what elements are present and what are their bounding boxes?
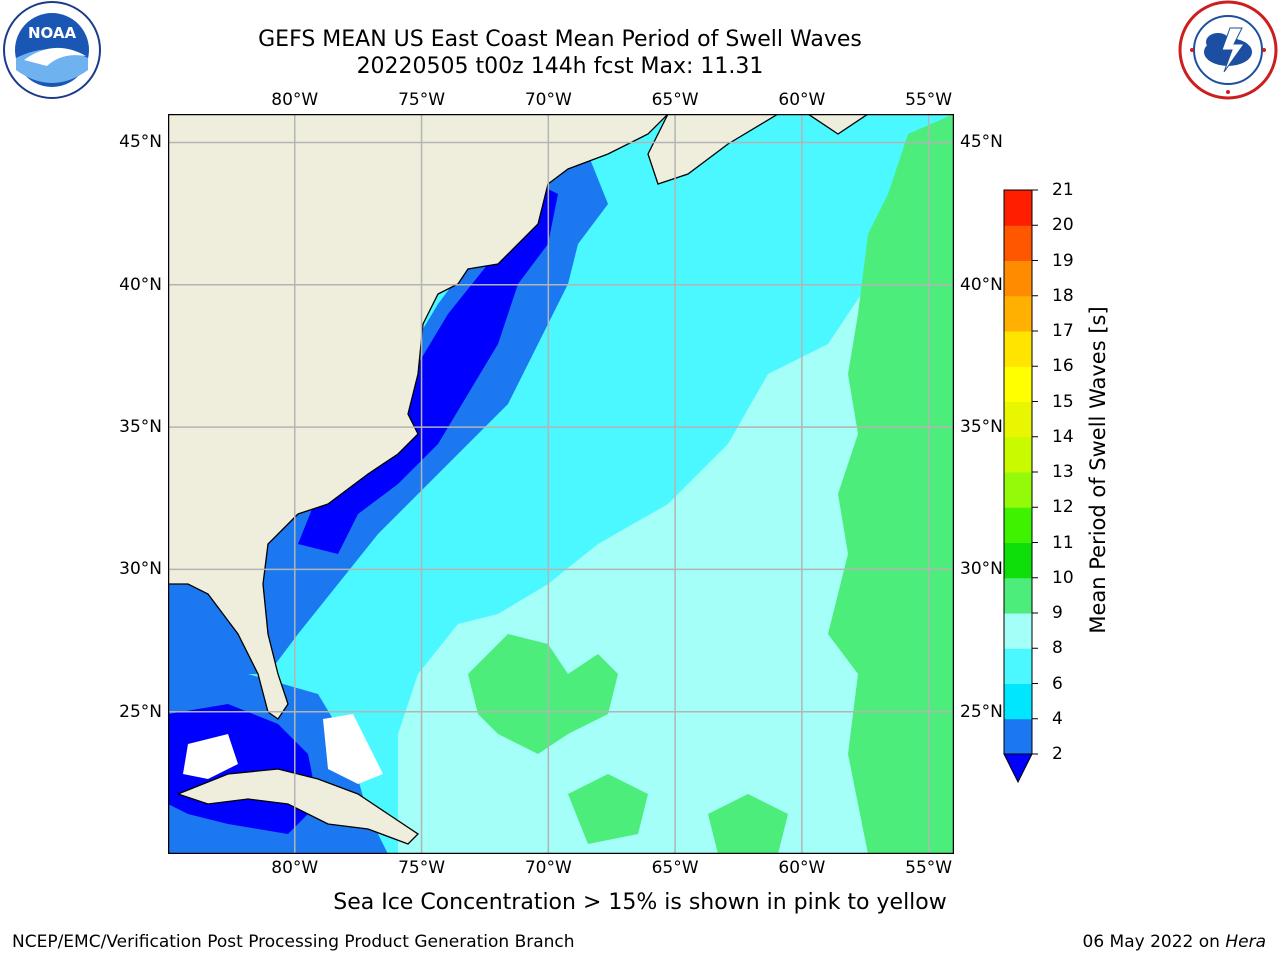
colorbar-tick-label: 13 — [1052, 462, 1074, 482]
colorbar-tick-label: 20 — [1052, 215, 1074, 236]
period-9-10-patch — [708, 794, 788, 854]
no-data-patch — [183, 734, 238, 779]
colorbar-segment — [1004, 401, 1032, 438]
newfoundland-landmass — [806, 114, 870, 135]
swell-period-map — [168, 114, 954, 854]
longitude-label: 75°W — [398, 858, 446, 878]
longitude-label: 60°W — [778, 858, 826, 878]
map-frame — [168, 114, 954, 854]
colorbar-tick-label: 19 — [1052, 250, 1074, 271]
longitude-label: 80°W — [271, 858, 319, 878]
longitude-label: 80°W — [271, 90, 319, 110]
longitude-label: 55°W — [905, 90, 953, 110]
colorbar-segment — [1004, 472, 1032, 508]
colorbar-segment — [1004, 648, 1032, 684]
colorbar-tick-label: 11 — [1052, 532, 1074, 553]
colorbar-under-arrow — [1003, 753, 1033, 784]
cuba-landmass — [176, 768, 420, 845]
longitude-label: 65°W — [651, 858, 699, 878]
colorbar-segment — [1004, 260, 1032, 297]
colorbar-tick-label: 10 — [1052, 567, 1074, 588]
latitude-label: 40°N — [960, 274, 1003, 295]
map-title: GEFS MEAN US East Coast Mean Period of S… — [258, 27, 862, 52]
longitude-label: 75°W — [398, 90, 446, 110]
us-landmass — [168, 114, 669, 720]
colorbar-segment — [1004, 718, 1032, 755]
nova-scotia-landmass — [647, 114, 780, 185]
longitude-label: 70°W — [524, 858, 572, 878]
colorbar-segment — [1004, 225, 1032, 261]
footer-branch: NCEP/EMC/Verification Post Processing Pr… — [12, 932, 575, 952]
lat-lon-grid — [168, 114, 954, 854]
colorbar-segment — [1004, 295, 1032, 332]
colorbar-title: Mean Period of Swell Waves [s] — [1086, 306, 1110, 634]
latitude-label: 40°N — [119, 274, 162, 295]
longitude-label: 60°W — [778, 90, 826, 110]
colorbar-segment — [1004, 683, 1032, 720]
period-9-10-patch — [568, 774, 648, 844]
nws-logo — [1178, 0, 1278, 100]
footer-date: 06 May 2022 on Hera — [1082, 932, 1267, 952]
colorbar-segment — [1004, 366, 1032, 402]
colorbar-tick-label: 6 — [1052, 673, 1063, 694]
colorbar-tick-label: 12 — [1052, 497, 1074, 518]
colorbar-tick-label: 4 — [1052, 708, 1063, 729]
colorbar-tick-label: 9 — [1052, 603, 1063, 623]
colorbar-segment — [1004, 436, 1032, 473]
latitude-label: 45°N — [119, 132, 162, 153]
latitude-label: 35°N — [960, 417, 1003, 438]
colorbar-tick-label: 2 — [1052, 744, 1063, 764]
colorbar-tick-label: 17 — [1052, 321, 1074, 341]
colorbar — [1003, 189, 1038, 784]
latitude-label: 45°N — [960, 132, 1003, 153]
map-subtitle: 20220505 t00z 144h fcst Max: 11.31 — [356, 54, 764, 79]
period-9-10-patch — [468, 634, 618, 754]
colorbar-segment — [1004, 542, 1032, 579]
latitude-label: 35°N — [119, 417, 162, 438]
latitude-label: 30°N — [119, 559, 162, 580]
colorbar-segment — [1004, 190, 1032, 226]
latitude-label: 25°N — [119, 701, 162, 722]
colorbar-tick-label: 18 — [1052, 285, 1074, 306]
colorbar-tick-label: 14 — [1052, 426, 1074, 447]
colorbar-segment — [1004, 577, 1032, 614]
noaa-logo: NOAA — [3, 1, 101, 99]
longitude-label: 65°W — [651, 90, 699, 110]
latitude-label: 30°N — [960, 559, 1003, 580]
colorbar-segment — [1004, 613, 1032, 649]
longitude-label: 70°W — [524, 90, 572, 110]
colorbar-segment — [1004, 507, 1032, 543]
latitude-label: 25°N — [960, 701, 1003, 722]
period-9-10-zone — [828, 114, 954, 854]
longitude-label: 55°W — [905, 858, 953, 878]
no-data-patch — [323, 714, 383, 784]
colorbar-tick-label: 16 — [1052, 356, 1074, 377]
colorbar-tick-label: 21 — [1052, 180, 1074, 200]
sea-ice-note: Sea Ice Concentration > 15% is shown in … — [333, 890, 947, 915]
noaa-text: NOAA — [28, 24, 77, 42]
colorbar-tick-label: 8 — [1052, 638, 1063, 659]
colorbar-segment — [1004, 331, 1032, 367]
colorbar-tick-label: 15 — [1052, 391, 1074, 412]
